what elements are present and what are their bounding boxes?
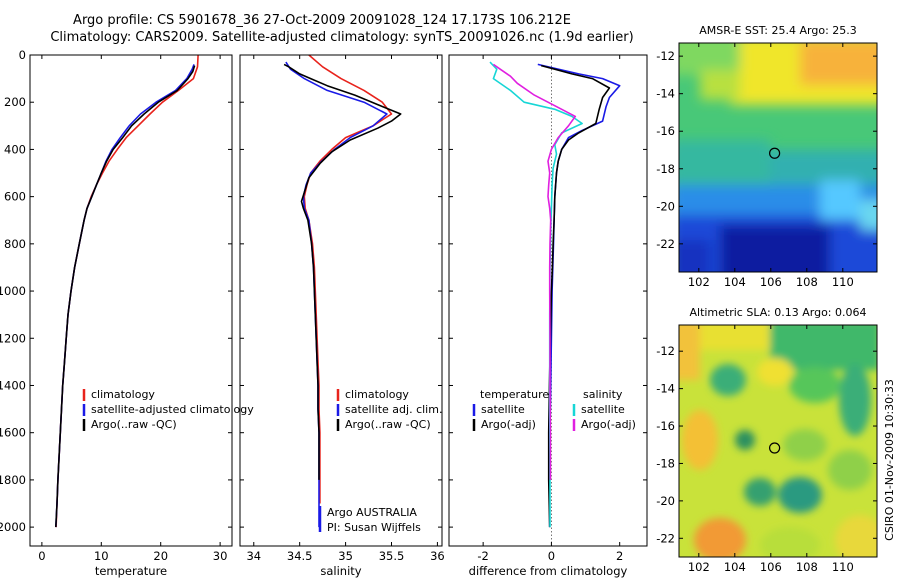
plot-frame xyxy=(239,54,443,547)
map-panel-1: AMSR-E SST: 25.4 Argo: 25.3 102 104 106 108 1… xyxy=(656,24,878,289)
map-title: Altimetric SLA: 0.13 Argo: 0.064 xyxy=(689,306,866,319)
series-line-salinity-satellite xyxy=(489,61,583,528)
sst-map-field xyxy=(679,43,877,272)
x-axis-label: difference from climatology xyxy=(469,564,628,578)
x-tick-label: 10 xyxy=(94,549,109,563)
x-tick-label: 102 xyxy=(688,275,710,289)
y-tick-label: -14 xyxy=(656,87,675,101)
argo-position-marker xyxy=(769,147,781,159)
legend-label: satellite adj. clim. xyxy=(345,403,442,416)
plot-frame xyxy=(29,54,233,547)
side-timestamp: CSIRO 01-Nov-2009 10:30:33 xyxy=(883,379,896,541)
plot-frame xyxy=(448,54,648,547)
x-tick-label: 30 xyxy=(213,549,228,563)
legend-label: climatology xyxy=(91,388,155,401)
series-line-climatology xyxy=(303,54,393,504)
x-tick-label: 110 xyxy=(832,275,854,289)
y-tick-label: 400 xyxy=(4,142,26,156)
y-tick-label: -20 xyxy=(656,494,675,508)
series-line-argo-raw-qc- xyxy=(283,63,402,480)
y-tick-label: -22 xyxy=(656,531,675,545)
y-tick-label: 800 xyxy=(4,237,26,251)
legend-label: Argo(..raw -QC) xyxy=(91,418,177,431)
map-title: AMSR-E SST: 25.4 Argo: 25.3 xyxy=(699,24,857,37)
y-tick-label: -16 xyxy=(656,124,675,138)
y-tick-label: -12 xyxy=(656,49,675,63)
x-tick-label: 0 xyxy=(38,549,45,563)
profile-panel-1: 0 10 20 30 temperature 0 200 400 600 800 1000 1200 1… xyxy=(0,48,254,578)
y-tick-label: 200 xyxy=(4,95,26,109)
x-tick-label: 34.5 xyxy=(287,549,313,563)
series-line-climatology xyxy=(55,54,199,528)
profile-panel-2: 34 34.5 35 35.5 36 salinity climatology satelli… xyxy=(239,54,445,578)
x-tick-label: 106 xyxy=(760,275,782,289)
x-tick-label: 106 xyxy=(760,560,782,574)
annotation-line: Argo AUSTRALIA xyxy=(327,506,417,519)
x-tick-label: 35.5 xyxy=(379,549,405,563)
y-tick-label: 0 xyxy=(19,48,26,62)
x-tick-label: 108 xyxy=(796,560,818,574)
map-panels: AMSR-E SST: 25.4 Argo: 25.3 102 104 106 108 1… xyxy=(656,24,878,574)
y-tick-label: -18 xyxy=(656,162,675,176)
y-tick-label: 1000 xyxy=(0,284,26,298)
y-tick-label: -22 xyxy=(656,237,675,251)
legend-header-temperature: temperature xyxy=(480,388,549,401)
y-tick-label: -14 xyxy=(656,382,675,396)
x-tick-label: 108 xyxy=(796,275,818,289)
legend-label: Argo(-adj) xyxy=(481,418,536,431)
y-tick-label: 600 xyxy=(4,190,26,204)
x-tick-label: 104 xyxy=(724,560,746,574)
x-axis-label: salinity xyxy=(320,564,361,578)
x-tick-label: 102 xyxy=(688,560,710,574)
y-tick-label: 2000 xyxy=(0,520,26,534)
y-tick-label: 1800 xyxy=(0,473,26,487)
legend-header-salinity: salinity xyxy=(583,388,623,401)
y-tick-label: 1400 xyxy=(0,378,26,392)
annotation-line: PI: Susan Wijffels xyxy=(327,521,421,534)
map-panel-2: Altimetric SLA: 0.13 Argo: 0.064 102 104 10… xyxy=(656,306,878,574)
y-tick-label: -18 xyxy=(656,456,675,470)
y-tick-label: -16 xyxy=(656,419,675,433)
y-tick-label: 1600 xyxy=(0,426,26,440)
x-tick-label: 104 xyxy=(724,275,746,289)
y-tick-label: 1200 xyxy=(0,331,26,345)
series-line-salinity-argo-adj- xyxy=(492,63,577,480)
y-tick-label: -12 xyxy=(656,344,675,358)
legend-label: satellite xyxy=(481,403,525,416)
series-line-satellite-adj-clim- xyxy=(285,61,388,528)
x-tick-label: 34 xyxy=(246,549,261,563)
x-tick-label: -2 xyxy=(477,549,488,563)
x-axis-label: temperature xyxy=(95,564,167,578)
legend-label: Argo(-adj) xyxy=(581,418,636,431)
x-tick-label: 35 xyxy=(338,549,353,563)
x-tick-label: 0 xyxy=(548,549,555,563)
legend-label: Argo(..raw -QC) xyxy=(345,418,431,431)
legend-label: satellite-adjusted climatology xyxy=(91,403,254,416)
figure-title-line1: Argo profile: CS 5901678_36 27-Oct-2009 … xyxy=(73,13,571,28)
legend-label: satellite xyxy=(581,403,625,416)
y-tick-label: -20 xyxy=(656,199,675,213)
x-tick-label: 20 xyxy=(153,549,168,563)
x-tick-label: 110 xyxy=(832,560,854,574)
legend-label: climatology xyxy=(345,388,409,401)
map-frame xyxy=(678,324,878,558)
sla-map-field xyxy=(679,325,877,557)
figure-title-line2: Climatology: CARS2009. Satellite-adjuste… xyxy=(50,30,633,45)
x-tick-label: 36 xyxy=(430,549,445,563)
map-frame xyxy=(678,42,878,273)
argo-position-marker xyxy=(769,442,781,454)
series-line-argo-raw-qc- xyxy=(55,65,196,528)
x-tick-label: 2 xyxy=(616,549,623,563)
profile-panels: 0 10 20 30temperature0200400600800100012001… xyxy=(0,48,648,578)
